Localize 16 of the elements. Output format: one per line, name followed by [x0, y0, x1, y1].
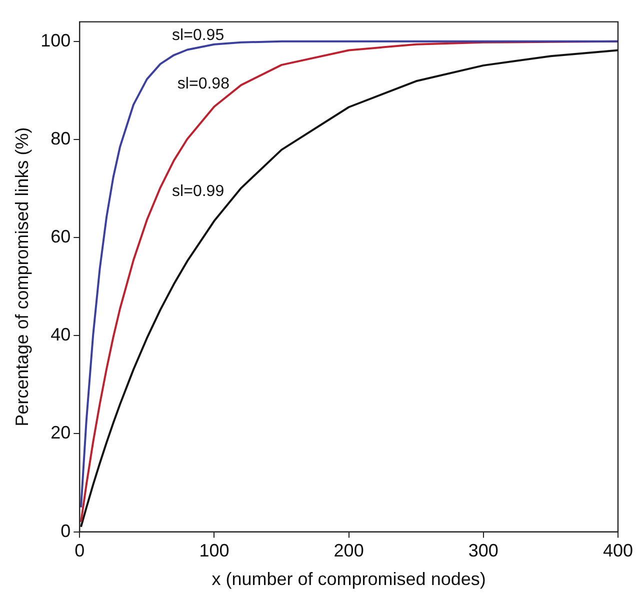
x-tick-label: 100 [199, 540, 230, 561]
y-tick-label: 0 [60, 520, 71, 541]
x-tick-label: 200 [334, 540, 364, 561]
y-axis-title: Percentage of compromised links (%) [12, 127, 32, 426]
y-tick-label: 40 [50, 324, 71, 345]
y-tick-label: 80 [50, 128, 71, 148]
x-tick-label: 0 [74, 540, 85, 561]
y-tick-label: 60 [50, 226, 71, 247]
series-label: sl=0.99 [172, 183, 224, 200]
series-label: sl=0.98 [177, 75, 230, 92]
y-tick-label: 20 [50, 422, 71, 443]
x-tick-label: 300 [468, 540, 498, 561]
series-label: sl=0.95 [172, 26, 224, 44]
x-tick-label: 400 [602, 540, 634, 561]
x-axis-title: x (number of compromised nodes) [212, 569, 486, 590]
y-tick-label: 100 [40, 30, 71, 50]
